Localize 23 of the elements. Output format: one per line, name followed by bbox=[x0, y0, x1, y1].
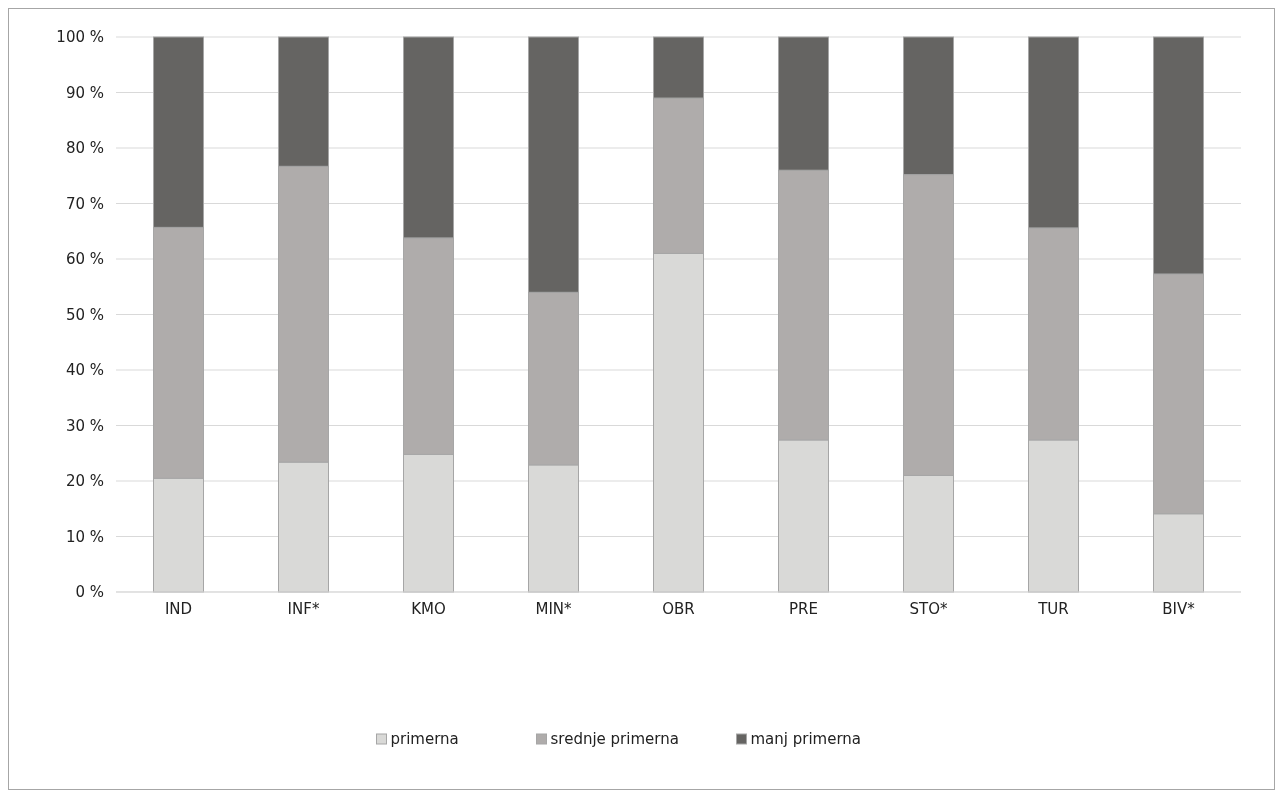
y-tick-label: 80 % bbox=[65, 139, 104, 158]
y-tick-label: 0 % bbox=[75, 583, 104, 602]
x-tick-label: TUR bbox=[1037, 600, 1069, 618]
y-tick-label: 100 % bbox=[56, 28, 104, 47]
y-tick-label: 40 % bbox=[65, 361, 104, 380]
x-tick-label: PRE bbox=[789, 600, 818, 618]
legend-label: manj primerna bbox=[750, 730, 862, 748]
x-tick-label: STO* bbox=[909, 600, 948, 618]
x-tick-label: BIV* bbox=[1162, 600, 1196, 618]
x-tick-label: IND bbox=[164, 600, 193, 618]
x-tick-label: KMO bbox=[411, 600, 446, 618]
x-tick-label: OBR bbox=[662, 600, 695, 618]
x-tick-label: INF* bbox=[287, 600, 320, 618]
legend-label: primerna bbox=[390, 730, 459, 748]
x-tick-label: MIN* bbox=[535, 600, 573, 618]
legend-label: srednje primerna bbox=[550, 730, 679, 748]
y-tick-label: 60 % bbox=[65, 250, 104, 269]
y-tick-label: 20 % bbox=[65, 472, 104, 491]
y-tick-label: 10 % bbox=[65, 527, 104, 546]
y-tick-label: 50 % bbox=[65, 305, 104, 324]
y-tick-label: 90 % bbox=[65, 83, 104, 102]
y-tick-label: 70 % bbox=[65, 194, 104, 213]
y-tick-label: 30 % bbox=[65, 416, 104, 435]
